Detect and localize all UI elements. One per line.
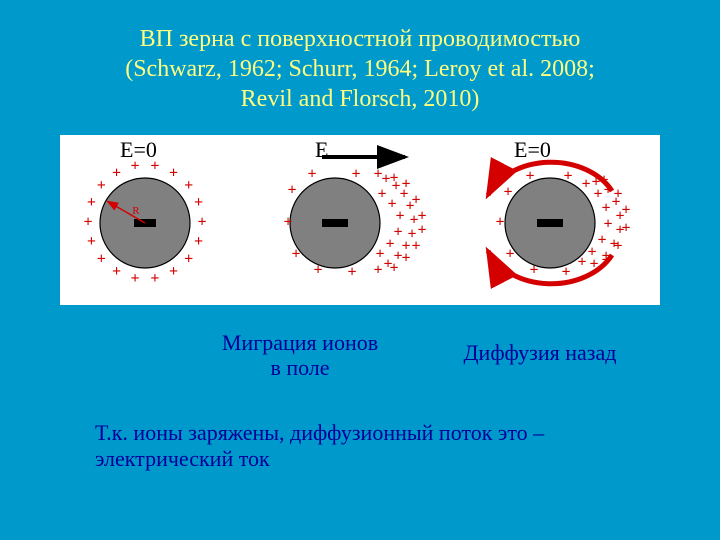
svg-text:+: + (613, 238, 622, 255)
svg-text:+: + (87, 233, 96, 250)
title-line-2: (Schwarz, 1962; Schurr, 1964; Leroy et a… (0, 54, 720, 84)
svg-text:+: + (375, 246, 384, 263)
svg-text:+: + (169, 164, 178, 181)
svg-text:+: + (563, 168, 572, 185)
svg-text:+: + (389, 260, 398, 277)
svg-text:+: + (97, 177, 106, 194)
svg-text:+: + (581, 176, 590, 193)
svg-text:+: + (411, 192, 420, 209)
svg-text:+: + (401, 176, 410, 193)
svg-text:+: + (603, 216, 612, 233)
svg-text:+: + (169, 263, 178, 280)
svg-text:+: + (87, 194, 96, 211)
svg-text:+: + (287, 182, 296, 199)
svg-text:+: + (150, 270, 159, 287)
svg-text:+: + (197, 214, 206, 231)
caption-migration: Миграция ионовв поле (200, 330, 400, 381)
svg-text:+: + (577, 254, 586, 271)
footer-text: Т.к. ионы заряжены, диффузионный поток э… (95, 420, 655, 473)
svg-text:+: + (525, 168, 534, 185)
svg-text:+: + (307, 166, 316, 183)
svg-text:+: + (83, 214, 92, 231)
svg-text:+: + (351, 166, 360, 183)
svg-text:+: + (283, 214, 292, 231)
svg-text:+: + (184, 177, 193, 194)
svg-text:+: + (373, 262, 382, 279)
svg-text:+: + (561, 264, 570, 281)
svg-text:+: + (347, 264, 356, 281)
svg-text:+: + (194, 233, 203, 250)
svg-text:+: + (597, 232, 606, 249)
svg-text:+: + (385, 236, 394, 253)
svg-text:+: + (150, 158, 159, 175)
title-line-1: ВП зерна с поверхностной проводимостью (0, 24, 720, 54)
svg-text:+: + (529, 262, 538, 279)
svg-text:+: + (505, 246, 514, 263)
svg-text:+: + (377, 186, 386, 203)
svg-text:+: + (395, 208, 404, 225)
svg-text:+: + (621, 220, 630, 237)
svg-text:+: + (503, 184, 512, 201)
svg-text:+: + (393, 224, 402, 241)
svg-text:+: + (411, 238, 420, 255)
svg-text:+: + (184, 250, 193, 267)
svg-text:+: + (131, 158, 140, 175)
svg-text:+: + (194, 194, 203, 211)
svg-text:+: + (389, 170, 398, 187)
svg-text:+: + (97, 250, 106, 267)
caption-diffusion: Диффузия назад (430, 340, 650, 365)
diagram-panel: E=0R++++++++++++++++++E+++++++++++++++++… (60, 135, 660, 305)
svg-text:+: + (495, 214, 504, 231)
svg-text:R: R (132, 205, 140, 217)
svg-text:+: + (601, 252, 610, 269)
svg-text:+: + (291, 246, 300, 263)
title-line-3: Revil and Florsch, 2010) (0, 84, 720, 114)
svg-text:+: + (417, 222, 426, 239)
svg-text:+: + (401, 250, 410, 267)
svg-text:+: + (621, 202, 630, 219)
svg-text:+: + (613, 186, 622, 203)
svg-text:+: + (587, 244, 596, 261)
svg-text:+: + (601, 200, 610, 217)
svg-text:+: + (313, 262, 322, 279)
diagram-svg: E=0R++++++++++++++++++E+++++++++++++++++… (60, 135, 660, 305)
svg-text:+: + (112, 263, 121, 280)
svg-text:E=0: E=0 (514, 137, 551, 162)
slide: ВП зерна с поверхностной проводимостью (… (0, 0, 720, 540)
svg-text:+: + (112, 164, 121, 181)
svg-text:+: + (131, 270, 140, 287)
